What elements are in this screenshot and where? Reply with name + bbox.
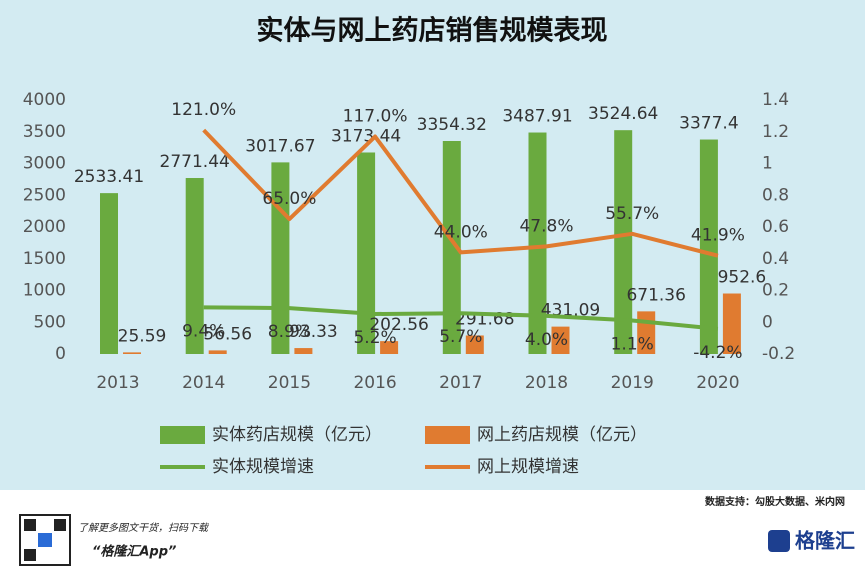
footer-note: 了解更多图文干货，扫码下载 (78, 522, 210, 534)
bar (380, 341, 399, 354)
y2-tick-label: 1.2 (762, 122, 789, 142)
y2-tick-label: -0.2 (762, 344, 795, 364)
bar (185, 178, 204, 354)
data-label: 8.9% (268, 322, 311, 342)
legend-label: 网上规模增速 (477, 457, 579, 477)
y-tick-label: 0 (55, 344, 66, 364)
footer-app: “格隆汇App” (92, 544, 176, 560)
y2-tick-label: 0.8 (762, 185, 789, 205)
legend-label: 网上药店规模（亿元） (477, 425, 647, 445)
bar (551, 326, 570, 354)
y2-tick-label: 1 (762, 154, 773, 174)
data-label: 117.0% (343, 107, 408, 127)
y-tick-label: 3000 (23, 154, 66, 174)
y-tick-label: 1000 (23, 281, 66, 301)
bar (294, 348, 313, 354)
data-label: 952.6 (718, 268, 767, 288)
data-label: 65.0% (262, 189, 316, 209)
y-tick-label: 500 (34, 312, 66, 332)
data-label: 4.0% (525, 330, 568, 350)
chart-background (0, 0, 865, 490)
y-tick-label: 3500 (23, 122, 66, 142)
data-label: 25.59 (118, 326, 167, 346)
data-label: 3354.32 (417, 115, 487, 135)
bar (442, 141, 461, 354)
line (203, 305, 719, 331)
data-label: 93.33 (289, 322, 338, 342)
data-label: 47.8% (519, 216, 573, 236)
legend-swatch (425, 426, 470, 444)
data-label: 3173.44 (331, 126, 401, 146)
data-label: 1.1% (611, 335, 654, 355)
data-label: -4.2% (693, 343, 742, 363)
bar (614, 130, 633, 354)
data-label: 55.7% (605, 204, 659, 224)
data-label: 671.36 (626, 285, 685, 305)
data-label: 41.9% (691, 226, 745, 246)
data-label: 2771.44 (160, 152, 230, 172)
source: 数据支持：勾股大数据、米内网 (705, 495, 845, 508)
legend-swatch (160, 426, 205, 444)
data-label: 3524.64 (588, 104, 658, 124)
chart-title: 实体与网上药店销售规模表现 (257, 15, 608, 47)
data-label: 9.4% (182, 321, 225, 341)
y-tick-label: 2500 (23, 185, 66, 205)
y2-tick-label: 0 (762, 312, 773, 332)
data-label: 5.7% (439, 327, 482, 347)
x-tick-label: 2019 (611, 373, 654, 393)
data-label: 56.56 (203, 324, 252, 344)
data-label: 121.0% (171, 100, 236, 120)
qr-code (19, 514, 71, 566)
y-tick-label: 2000 (23, 217, 66, 237)
y2-tick-label: 1.4 (762, 90, 789, 110)
x-tick-label: 2013 (96, 373, 139, 393)
y-tick-label: 1500 (23, 249, 66, 269)
data-label: 3377.4 (679, 114, 738, 134)
legend-label: 实体规模增速 (212, 457, 314, 477)
x-tick-label: 2016 (353, 373, 396, 393)
y2-tick-label: 0.2 (762, 281, 789, 301)
bar (100, 193, 118, 354)
bar (357, 152, 376, 354)
data-label: 44.0% (434, 222, 488, 242)
data-label: 3487.91 (502, 107, 572, 127)
x-tick-label: 2015 (268, 373, 311, 393)
bar (699, 139, 718, 354)
line (202, 128, 719, 258)
brand-logo (768, 530, 790, 552)
legend-label: 实体药店规模（亿元） (212, 425, 382, 445)
x-tick-label: 2017 (439, 373, 482, 393)
data-label: 3017.67 (245, 136, 315, 156)
y2-tick-label: 0.4 (762, 249, 789, 269)
bar (528, 132, 547, 354)
bar (123, 352, 141, 354)
y-tick-label: 4000 (23, 90, 66, 110)
data-label: 5.2% (353, 328, 396, 348)
bar (465, 335, 484, 354)
x-tick-label: 2020 (696, 373, 739, 393)
x-tick-label: 2018 (525, 373, 568, 393)
y2-tick-label: 0.6 (762, 217, 789, 237)
data-label: 202.56 (369, 315, 428, 335)
brand: 格隆汇 (795, 529, 855, 553)
bar (208, 350, 227, 354)
x-tick-label: 2014 (182, 373, 225, 393)
bar (722, 293, 741, 354)
data-label: 2533.41 (74, 167, 144, 187)
